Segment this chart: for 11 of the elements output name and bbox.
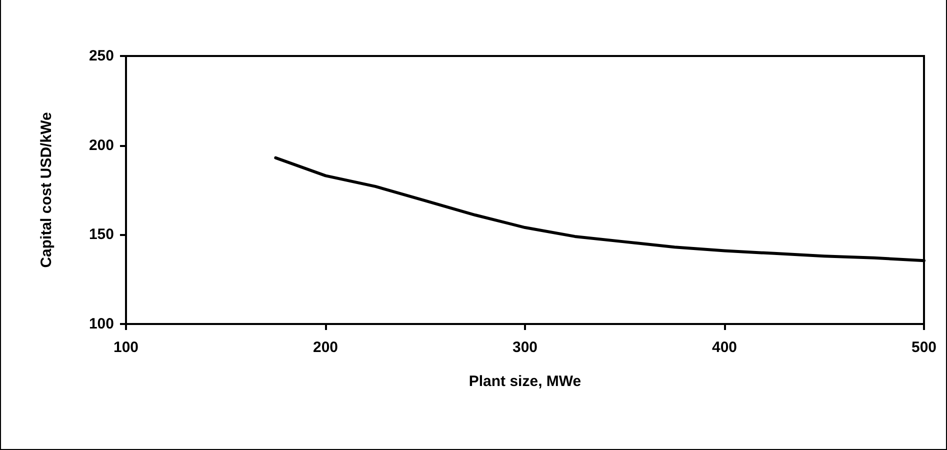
x-tick-label: 100: [113, 339, 139, 356]
y-tick-label: 200: [88, 136, 114, 154]
x-tick-label: 200: [312, 339, 338, 356]
x-tick-label: 400: [712, 339, 738, 356]
x-tick-label: 300: [512, 339, 538, 356]
y-tick-label: 100: [88, 316, 114, 332]
y-axis-title: Capital cost USD/kWe: [38, 112, 55, 268]
x-tick-label: 500: [911, 339, 937, 356]
y-tick-label: 250: [88, 48, 114, 64]
x-axis-title: Plant size, MWe: [468, 373, 582, 390]
y-tick-label: 150: [88, 226, 114, 244]
